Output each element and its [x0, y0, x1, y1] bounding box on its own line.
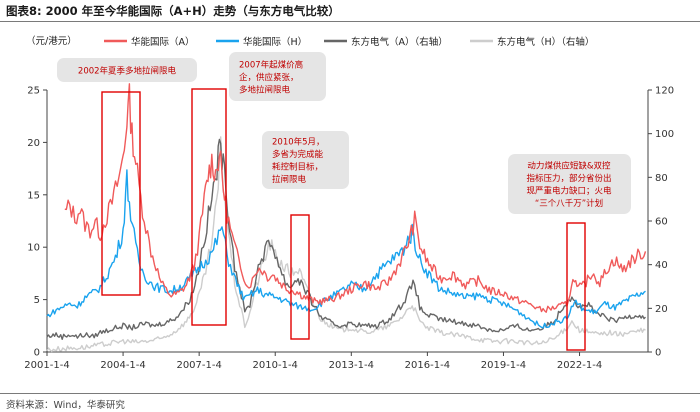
- series-layer: [46, 83, 647, 353]
- callout-bubble: [508, 154, 631, 214]
- chart-axes: 0 5 10 15 20 25 0 20 40 60 80 100 120 2001-1-4 2004-1-…: [24, 86, 674, 372]
- legend-label: 东方电气（H）（右轴）: [497, 36, 594, 48]
- callout-line: 2010年5月，: [272, 137, 325, 148]
- legend: 华能国际（A） 华能国际（H） 东方电气（A）（右轴） 东方电气（H）（右轴）: [104, 36, 594, 48]
- figure-title: 图表8: 2000 年至今华能国际（A+H）走势（与东方电气比较）: [6, 4, 340, 18]
- legend-label: 东方电气（A）（右轴）: [351, 36, 448, 48]
- callout-line: 多地拉闸限电: [239, 84, 291, 95]
- source-note: 资料来源：Wind，华泰研究: [6, 400, 125, 411]
- highlight-box-2: [191, 88, 227, 326]
- highlight-box-1: [101, 91, 141, 296]
- title-rule: [0, 21, 700, 22]
- callout-1: 2002年夏季多地拉闸限电: [57, 58, 197, 82]
- highlight-layer: [101, 88, 586, 351]
- callout-line: 耗控制目标，: [272, 162, 323, 173]
- callout-bubble: [229, 52, 326, 101]
- callout-line: 企，供应紧张，: [239, 72, 299, 83]
- series-line-2: [46, 138, 646, 340]
- right-axis-tick-label: 120: [655, 86, 674, 97]
- legend-item-3: 东方电气（H）（右轴）: [470, 36, 594, 48]
- left-axis-tick-label: 15: [27, 190, 40, 201]
- highlight-box-3: [290, 214, 310, 340]
- callout-line: 2007年起煤价高: [239, 59, 303, 70]
- callout-line: 现严重电力缺口；火电: [526, 186, 612, 197]
- x-axis-tick-label: 2022-1-4: [557, 360, 602, 371]
- legend-item-1: 华能国际（H）: [216, 36, 307, 48]
- x-axis-tick-label: 2010-1-4: [253, 360, 298, 371]
- x-axis-tick-label: 2019-1-4: [481, 360, 526, 371]
- callout-line: 2002年夏季多地拉闸限电: [78, 65, 177, 76]
- callout-line: “三个八千万”计划: [535, 198, 603, 209]
- x-axis-tick-label: 2016-1-4: [405, 360, 450, 371]
- callout-bubble: [57, 58, 197, 82]
- highlight-box-4: [566, 222, 586, 351]
- left-axis-tick-label: 25: [27, 86, 40, 97]
- x-axis-tick-label: 2004-1-4: [100, 360, 145, 371]
- right-axis-tick-label: 20: [655, 304, 668, 315]
- series-line-0: [64, 83, 647, 313]
- left-axis-unit-label: （元/港元）: [26, 35, 77, 47]
- right-axis-tick-label: 60: [655, 217, 668, 228]
- callout-line: 拉闸限电: [272, 174, 307, 185]
- right-axis-tick-label: 40: [655, 260, 668, 271]
- left-axis-tick-label: 20: [27, 138, 40, 149]
- right-axis-tick-label: 0: [655, 348, 661, 359]
- callout-line: 动力煤供应短缺&双控: [527, 161, 611, 172]
- left-axis-tick-label: 0: [34, 348, 40, 359]
- x-axis-tick-label: 2013-1-4: [329, 360, 374, 371]
- legend-label: 华能国际（A）: [131, 36, 195, 48]
- left-axis-tick-label: 5: [34, 295, 40, 306]
- callout-bubble: [262, 131, 349, 189]
- right-axis-tick-label: 100: [655, 129, 674, 140]
- left-axis-tick-label: 10: [27, 243, 40, 254]
- callout-line: 多省为完成能: [272, 149, 324, 160]
- legend-item-0: 华能国际（A）: [104, 36, 195, 48]
- series-line-3: [46, 136, 646, 353]
- callout-line: 指标压力，部分省份出: [526, 173, 611, 184]
- source-rule: [0, 393, 700, 394]
- right-axis-tick-label: 80: [655, 173, 668, 184]
- x-axis-tick-label: 2001-1-4: [24, 360, 69, 371]
- x-axis-tick-label: 2007-1-4: [176, 360, 221, 371]
- legend-label: 华能国际（H）: [243, 36, 307, 48]
- legend-item-2: 东方电气（A）（右轴）: [324, 36, 448, 48]
